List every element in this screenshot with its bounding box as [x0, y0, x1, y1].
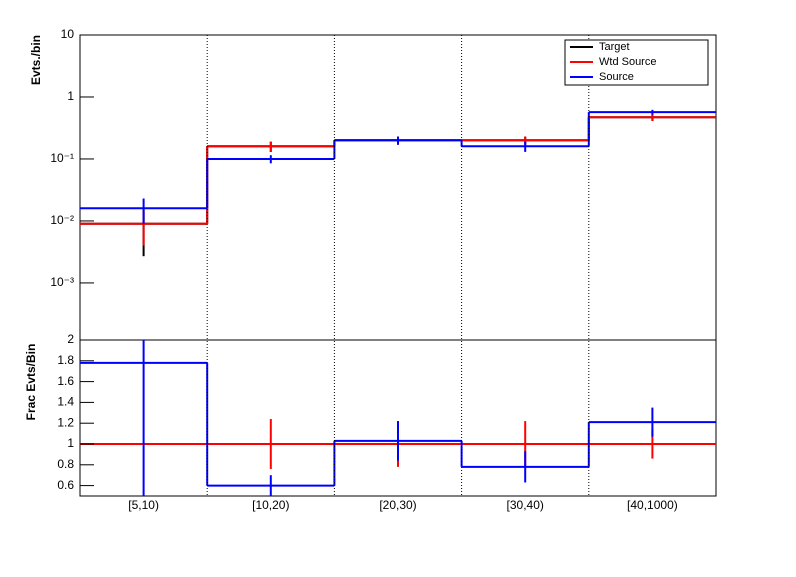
- y-tick-label: 1: [67, 436, 74, 450]
- bottom-plot: [80, 340, 716, 496]
- y-tick-label: 2: [67, 332, 74, 346]
- x-tick-label: [20,30): [379, 498, 416, 512]
- y-tick-label: 1.2: [57, 415, 74, 429]
- y-tick-label: 1.4: [57, 395, 74, 409]
- y-tick-label: 0.6: [57, 478, 74, 492]
- axes: 10⁻³ 10⁻² 10⁻¹ 1 10 Target Wtd Source Source 0.6…: [50, 27, 709, 512]
- y-tick-label: 1: [67, 89, 74, 103]
- x-tick-label: [40,1000): [627, 498, 678, 512]
- y-tick-label: 10⁻¹: [50, 151, 74, 165]
- y-tick-label: 0.8: [57, 457, 74, 471]
- x-tick-label: [30,40): [507, 498, 544, 512]
- y-tick-label: 10⁻²: [50, 213, 74, 227]
- y-tick-label: 10⁻³: [50, 275, 74, 289]
- legend-label: Source: [599, 71, 634, 83]
- x-tick-label: [10,20): [252, 498, 289, 512]
- x-tick-label: [5,10): [128, 498, 159, 512]
- bottom-frame: [79, 339, 717, 497]
- y-axis-label: Frac Evts/Bin: [24, 344, 38, 421]
- y-tick-label: 1.8: [57, 353, 74, 367]
- y-tick-label: 1.6: [57, 374, 74, 388]
- legend-label: Target: [599, 41, 630, 53]
- legend-label: Wtd Source: [599, 56, 656, 68]
- y-tick-label: 10: [61, 27, 75, 41]
- y-axis-label: Evts./bin: [29, 35, 43, 85]
